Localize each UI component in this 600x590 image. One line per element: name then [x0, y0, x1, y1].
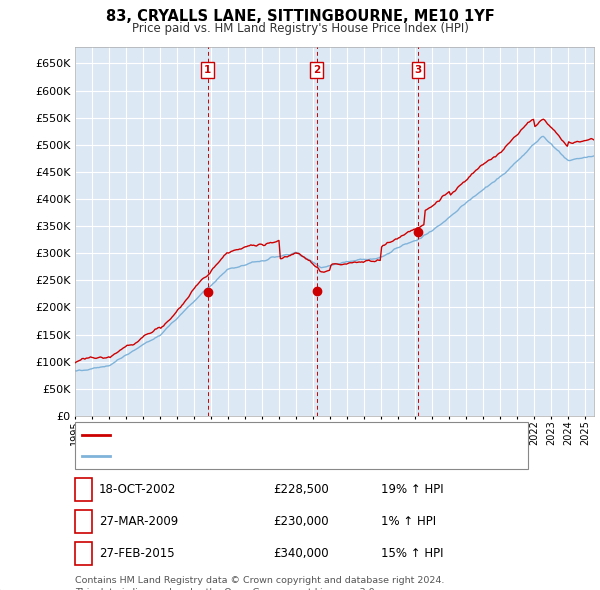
Text: Price paid vs. HM Land Registry's House Price Index (HPI): Price paid vs. HM Land Registry's House …	[131, 22, 469, 35]
Text: 3: 3	[80, 549, 87, 558]
Text: 2: 2	[313, 65, 320, 75]
Text: 83, CRYALLS LANE, SITTINGBOURNE, ME10 1YF: 83, CRYALLS LANE, SITTINGBOURNE, ME10 1Y…	[106, 9, 494, 24]
Text: £228,500: £228,500	[273, 483, 329, 496]
Text: Contains HM Land Registry data © Crown copyright and database right 2024.
This d: Contains HM Land Registry data © Crown c…	[75, 576, 445, 590]
Text: 27-FEB-2015: 27-FEB-2015	[99, 547, 175, 560]
Text: 19% ↑ HPI: 19% ↑ HPI	[381, 483, 443, 496]
Text: 83, CRYALLS LANE, SITTINGBOURNE, ME10 1YF (detached house): 83, CRYALLS LANE, SITTINGBOURNE, ME10 1Y…	[114, 430, 470, 440]
Text: 18-OCT-2002: 18-OCT-2002	[99, 483, 176, 496]
Text: £230,000: £230,000	[273, 515, 329, 528]
Text: 27-MAR-2009: 27-MAR-2009	[99, 515, 178, 528]
Text: 2: 2	[80, 517, 87, 526]
Text: 15% ↑ HPI: 15% ↑ HPI	[381, 547, 443, 560]
Text: 1% ↑ HPI: 1% ↑ HPI	[381, 515, 436, 528]
Text: 1: 1	[80, 485, 87, 494]
Text: 3: 3	[415, 65, 422, 75]
Text: 1: 1	[204, 65, 211, 75]
Text: £340,000: £340,000	[273, 547, 329, 560]
Text: HPI: Average price, detached house, Swale: HPI: Average price, detached house, Swal…	[114, 451, 349, 461]
